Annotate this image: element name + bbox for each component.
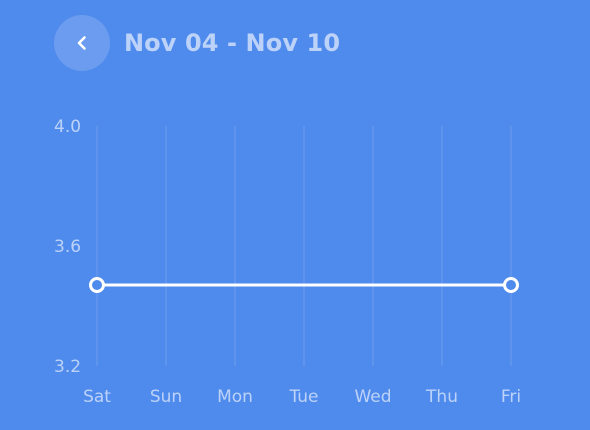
x-tick-label-thu: Thu bbox=[425, 387, 458, 407]
x-tick-label-sun: Sun bbox=[150, 387, 182, 407]
x-axis-labels: Sat Sun Mon Tue Wed Thu Fri bbox=[83, 387, 521, 407]
x-tick-label-wed: Wed bbox=[354, 387, 391, 407]
x-tick-label-mon: Mon bbox=[217, 387, 253, 407]
y-tick-label: 3.6 bbox=[54, 237, 81, 257]
x-tick-label-tue: Tue bbox=[288, 387, 318, 407]
chevron-left-icon bbox=[77, 36, 86, 50]
chart-header: Nov 04 - Nov 10 bbox=[54, 14, 340, 72]
date-range-title: Nov 04 - Nov 10 bbox=[124, 29, 341, 57]
y-axis-labels: 4.0 3.6 3.2 bbox=[54, 117, 81, 377]
back-button[interactable] bbox=[54, 15, 110, 71]
y-tick-label: 4.0 bbox=[54, 117, 81, 137]
x-tick-label-fri: Fri bbox=[501, 387, 521, 407]
data-point-fri[interactable] bbox=[503, 277, 519, 293]
y-tick-label: 3.2 bbox=[54, 357, 81, 377]
x-tick-label-sat: Sat bbox=[83, 387, 111, 407]
gridlines bbox=[96, 126, 512, 366]
data-point-sat[interactable] bbox=[89, 277, 105, 293]
